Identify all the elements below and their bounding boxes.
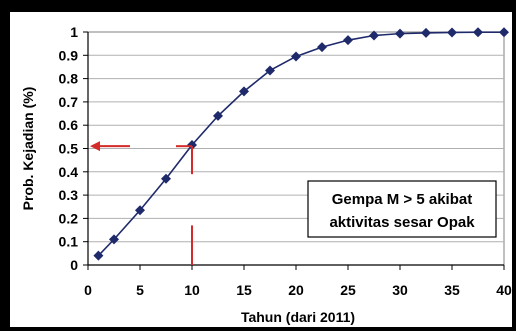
data-point [343,35,353,46]
y-tick-label: 0.6 [59,117,79,133]
y-tick-label: 0.7 [59,94,79,110]
red-annotations [90,141,193,265]
data-point [447,27,457,38]
annotation-line-1: Gempa M > 5 akibat [332,191,472,208]
y-tick-label: 0.3 [59,187,79,203]
data-point [161,173,171,184]
x-tick-label: 10 [184,282,200,298]
data-point [291,51,301,62]
x-tick-label: 5 [136,282,144,298]
y-axis-title: Prob. Kejadian (%) [20,87,36,211]
y-tick-label: 0.2 [59,210,79,226]
x-tick-label: 20 [288,282,304,298]
y-tick-label: 0.5 [59,141,79,157]
x-tick-label: 35 [444,282,460,298]
x-tick-label: 25 [340,282,356,298]
data-point [395,28,405,39]
x-tick-label: 0 [84,282,92,298]
data-point [135,205,145,216]
annotation-box [307,180,497,238]
data-point [473,27,483,38]
annotation-line-2: aktivitas sesar Opak [329,214,475,231]
data-point [109,234,119,245]
red-arrow-head [90,141,100,152]
x-axis-title: Tahun (dari 2011) [241,309,355,325]
y-tick-label: 0.9 [59,47,79,63]
data-point [369,30,379,41]
data-point [213,110,223,121]
data-point [421,27,431,38]
data-point [93,250,104,261]
y-tick-label: 0.1 [59,234,79,250]
y-tick-label: 0.4 [59,164,79,180]
data-point [187,140,197,151]
series-markers [93,27,509,261]
tick-labels: 00.10.20.30.40.50.60.70.80.910 5 10 15 20 25 3… [59,24,512,298]
y-tick-label: 0.8 [59,71,79,87]
axes [83,31,505,270]
x-tick-label: 40 [496,282,512,298]
x-tick-label: 15 [236,282,252,298]
data-point [317,42,327,53]
data-point [239,86,249,97]
data-point [265,65,275,76]
data-point [499,27,509,38]
x-tick-label: 30 [392,282,408,298]
y-tick-label: 0 [70,257,78,273]
y-tick-label: 1 [70,24,78,40]
